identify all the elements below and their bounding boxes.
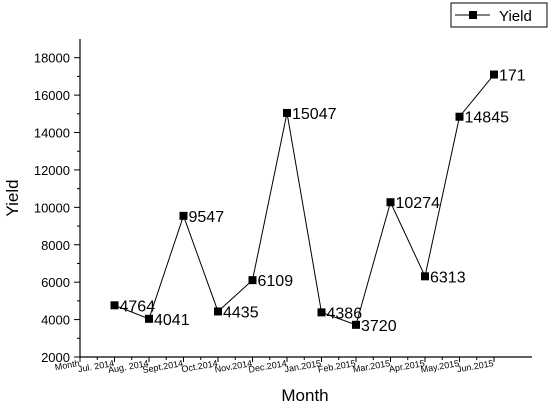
data-point-marker xyxy=(179,211,188,220)
legend-marker xyxy=(469,11,477,19)
data-point-marker xyxy=(421,272,429,281)
data-label: 171 xyxy=(499,68,526,85)
x-tick-label: May.2015 xyxy=(420,358,460,375)
data-label: 10274 xyxy=(396,195,441,212)
data-point-marker xyxy=(214,307,222,316)
y-tick-label: 16000 xyxy=(34,88,70,103)
data-label: 6109 xyxy=(258,273,294,290)
data-point-marker xyxy=(455,112,464,121)
x-tick-label: Jan.2015 xyxy=(284,358,322,374)
y-tick-label: 8000 xyxy=(41,238,70,253)
data-label: 15047 xyxy=(292,106,337,123)
plot-area xyxy=(79,39,532,358)
data-label: 14845 xyxy=(465,110,510,127)
data-point-marker xyxy=(490,70,498,79)
data-point-marker xyxy=(283,108,291,117)
y-axis-title: Yield xyxy=(3,179,22,216)
y-ticks: 2000 4000 6000 8000 10000 12000 14000 16000 1800… xyxy=(34,51,80,365)
x-tick-label: Mar.2015 xyxy=(352,358,391,374)
data-label: 4386 xyxy=(327,305,363,322)
legend-label: Yield xyxy=(499,8,532,25)
y-tick-label: 10000 xyxy=(34,200,70,215)
data-label: 9547 xyxy=(189,209,225,226)
x-tick-label: Feb.2015 xyxy=(317,358,356,374)
data-point-marker xyxy=(110,301,119,310)
y-tick-label: 6000 xyxy=(41,275,70,290)
data-point-marker xyxy=(352,320,360,329)
series-layer xyxy=(110,70,498,329)
data-point-marker xyxy=(317,308,326,317)
series-line-yield xyxy=(114,74,495,326)
x-axis-title: Month xyxy=(281,386,328,405)
y-tick-label: 14000 xyxy=(34,126,70,141)
y-tick-label: 18000 xyxy=(34,51,70,66)
x-tick-label: Jun.2015 xyxy=(456,358,494,374)
data-label: 3720 xyxy=(361,318,397,335)
legend: Yield xyxy=(450,2,548,28)
data-point-marker xyxy=(386,198,395,207)
data-point-marker xyxy=(248,276,257,285)
data-point-marker xyxy=(145,314,153,323)
y-tick-label: 2000 xyxy=(41,350,70,365)
data-label: 4041 xyxy=(154,312,190,329)
x-tick-label: Oct.2014 xyxy=(181,358,219,374)
data-label: 4764 xyxy=(120,298,156,315)
x-tick-label: Dec.2014 xyxy=(248,358,288,375)
data-label: 4435 xyxy=(223,304,259,321)
y-tick-label: 12000 xyxy=(34,163,70,178)
y-tick-label: 4000 xyxy=(41,313,70,328)
data-label: 6313 xyxy=(430,269,466,286)
x-tick-label: Month xyxy=(54,358,80,372)
